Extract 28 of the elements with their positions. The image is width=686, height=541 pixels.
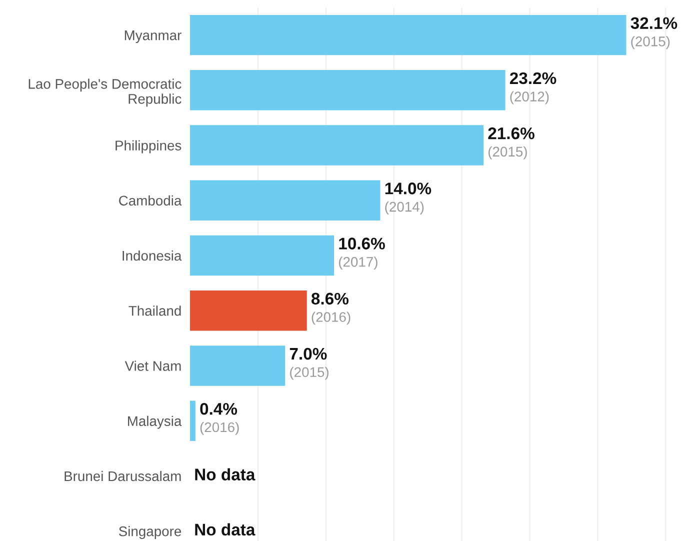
data-label: 0.4% (2016): [200, 403, 239, 435]
data-label: 8.6% (2016): [311, 292, 350, 325]
data-label: 10.6% (2017): [338, 238, 385, 270]
y-tick-label: Malaysia: [128, 416, 182, 429]
y-tick-label: Philippines: [116, 140, 182, 154]
bar: [190, 125, 484, 166]
text: No data: [195, 468, 256, 480]
y-tick-label: Thailand: [128, 306, 181, 316]
text: No data: [195, 523, 256, 536]
y-tick-label: Lao People's Democratic Republic: [28, 78, 182, 107]
data-label: 7.0% (2015): [290, 348, 328, 380]
bar: [190, 14, 626, 56]
bar: [190, 290, 307, 331]
y-tick-label: Viet Nam: [124, 360, 181, 371]
y-tick-label: Myanmar: [124, 30, 182, 43]
data-label: 23.2% (2012): [510, 72, 556, 104]
y-tick-label: Indonesia: [122, 250, 182, 261]
bar: [190, 180, 380, 221]
data-label: 21.6% (2015): [488, 127, 534, 160]
bar: [190, 235, 334, 276]
data-label: 32.1% (2015): [630, 17, 678, 50]
bar: [190, 70, 506, 110]
y-tick-label: Brunei Darussalam: [64, 470, 181, 482]
bar: [190, 400, 196, 441]
y-tick-label: Singapore: [118, 526, 182, 539]
y-tick-label: Cambodia: [119, 195, 182, 206]
bar: [190, 346, 286, 386]
data-label: 14.0% (2014): [385, 182, 432, 214]
